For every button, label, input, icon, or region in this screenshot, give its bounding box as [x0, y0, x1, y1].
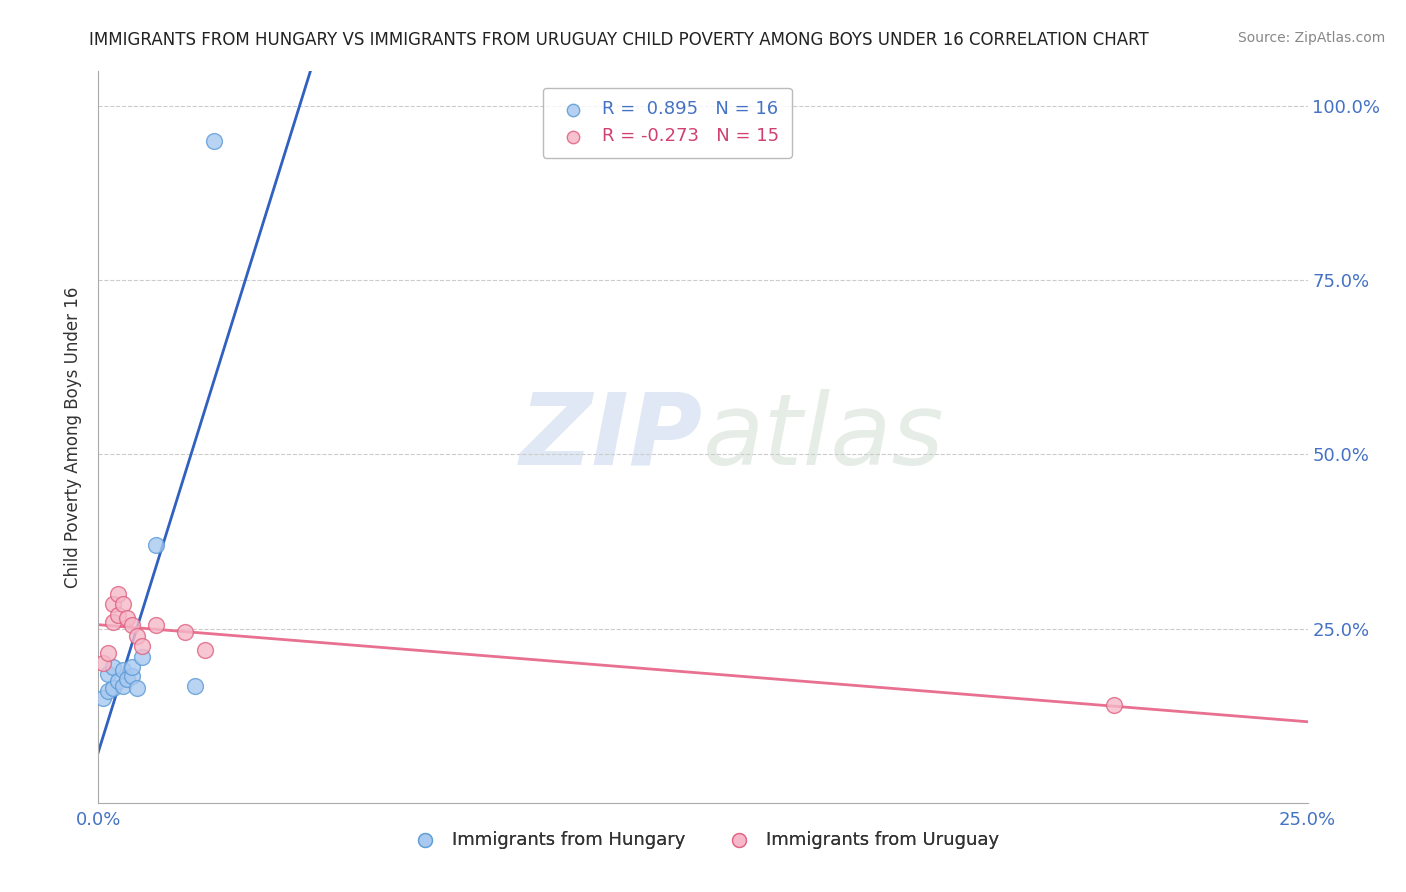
- Text: Source: ZipAtlas.com: Source: ZipAtlas.com: [1237, 31, 1385, 45]
- Point: [111, 664, 134, 678]
- Point: [131, 639, 153, 653]
- Point: [121, 660, 143, 674]
- Point: [184, 679, 207, 693]
- Point: [145, 618, 167, 632]
- Point: [145, 538, 167, 552]
- Point: [97, 667, 120, 681]
- Text: ZIP: ZIP: [520, 389, 703, 485]
- Point: [91, 657, 114, 671]
- Point: [101, 660, 124, 674]
- Point: [127, 681, 149, 695]
- Point: [107, 673, 129, 688]
- Point: [111, 597, 134, 611]
- Point: [101, 597, 124, 611]
- Point: [97, 684, 120, 698]
- Y-axis label: Child Poverty Among Boys Under 16: Child Poverty Among Boys Under 16: [65, 286, 83, 588]
- Point: [174, 625, 197, 640]
- Point: [107, 587, 129, 601]
- Point: [117, 611, 139, 625]
- Point: [107, 607, 129, 622]
- Point: [91, 691, 114, 706]
- Point: [101, 615, 124, 629]
- Text: atlas: atlas: [703, 389, 945, 485]
- Point: [127, 629, 149, 643]
- Point: [1102, 698, 1125, 713]
- Point: [121, 669, 143, 683]
- Point: [194, 642, 217, 657]
- Point: [97, 646, 120, 660]
- Point: [101, 681, 124, 695]
- Point: [117, 672, 139, 686]
- Point: [131, 649, 153, 664]
- Point: [111, 679, 134, 693]
- Point: [204, 134, 226, 148]
- Text: IMMIGRANTS FROM HUNGARY VS IMMIGRANTS FROM URUGUAY CHILD POVERTY AMONG BOYS UNDE: IMMIGRANTS FROM HUNGARY VS IMMIGRANTS FR…: [89, 31, 1149, 49]
- Legend: Immigrants from Hungary, Immigrants from Uruguay: Immigrants from Hungary, Immigrants from…: [399, 823, 1007, 856]
- Point: [121, 618, 143, 632]
